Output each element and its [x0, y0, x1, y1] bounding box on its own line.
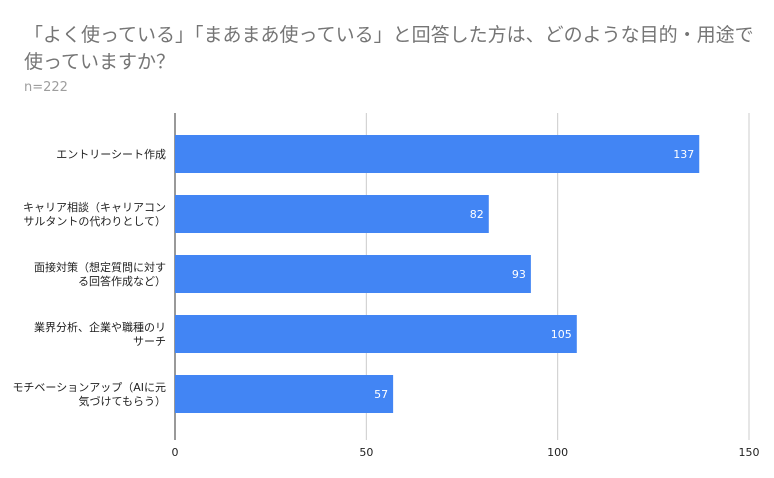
x-tick-label: 0 [172, 446, 179, 459]
bar [175, 135, 700, 173]
category-label: 面接対策（想定質問に対する回答作成など） [34, 260, 166, 288]
category-label-line: モチベーションアップ（AIに元 [12, 381, 166, 394]
category-label: モチベーションアップ（AIに元気づけてもらう） [12, 381, 166, 408]
category-label-line: 業界分析、企業や職種のリ [34, 320, 166, 334]
chart-subtitle: n=222 [24, 80, 68, 95]
category-label: キャリア相談（キャリアコンサルタントの代わりとして） [23, 200, 166, 228]
data-label: 137 [673, 148, 694, 161]
chart-title: 「よく使っている」「まあまあ使っている」と回答した方は、どのような目的・用途で使… [24, 24, 754, 73]
x-tick-label: 50 [359, 446, 373, 459]
category-label-line: サーチ [133, 335, 166, 348]
data-label: 82 [470, 208, 484, 221]
data-label: 105 [551, 328, 572, 341]
data-label: 93 [512, 268, 526, 281]
category-label-line: る回答作成など） [78, 274, 166, 288]
category-label-line: 面接対策（想定質問に対す [34, 260, 166, 274]
category-label-line: エントリーシート作成 [56, 148, 166, 161]
category-label: エントリーシート作成 [56, 148, 166, 161]
category-label: 業界分析、企業や職種のリサーチ [34, 320, 166, 348]
bar [175, 315, 577, 353]
x-tick-label: 150 [739, 446, 760, 459]
category-label-line: サルタントの代わりとして） [23, 215, 166, 228]
bar [175, 195, 489, 233]
category-label-line: キャリア相談（キャリアコン [23, 200, 166, 214]
bar [175, 255, 531, 293]
bar [175, 375, 394, 413]
data-label: 57 [374, 388, 388, 401]
category-label-line: 気づけてもらう） [79, 394, 166, 408]
x-tick-label: 100 [547, 446, 568, 459]
